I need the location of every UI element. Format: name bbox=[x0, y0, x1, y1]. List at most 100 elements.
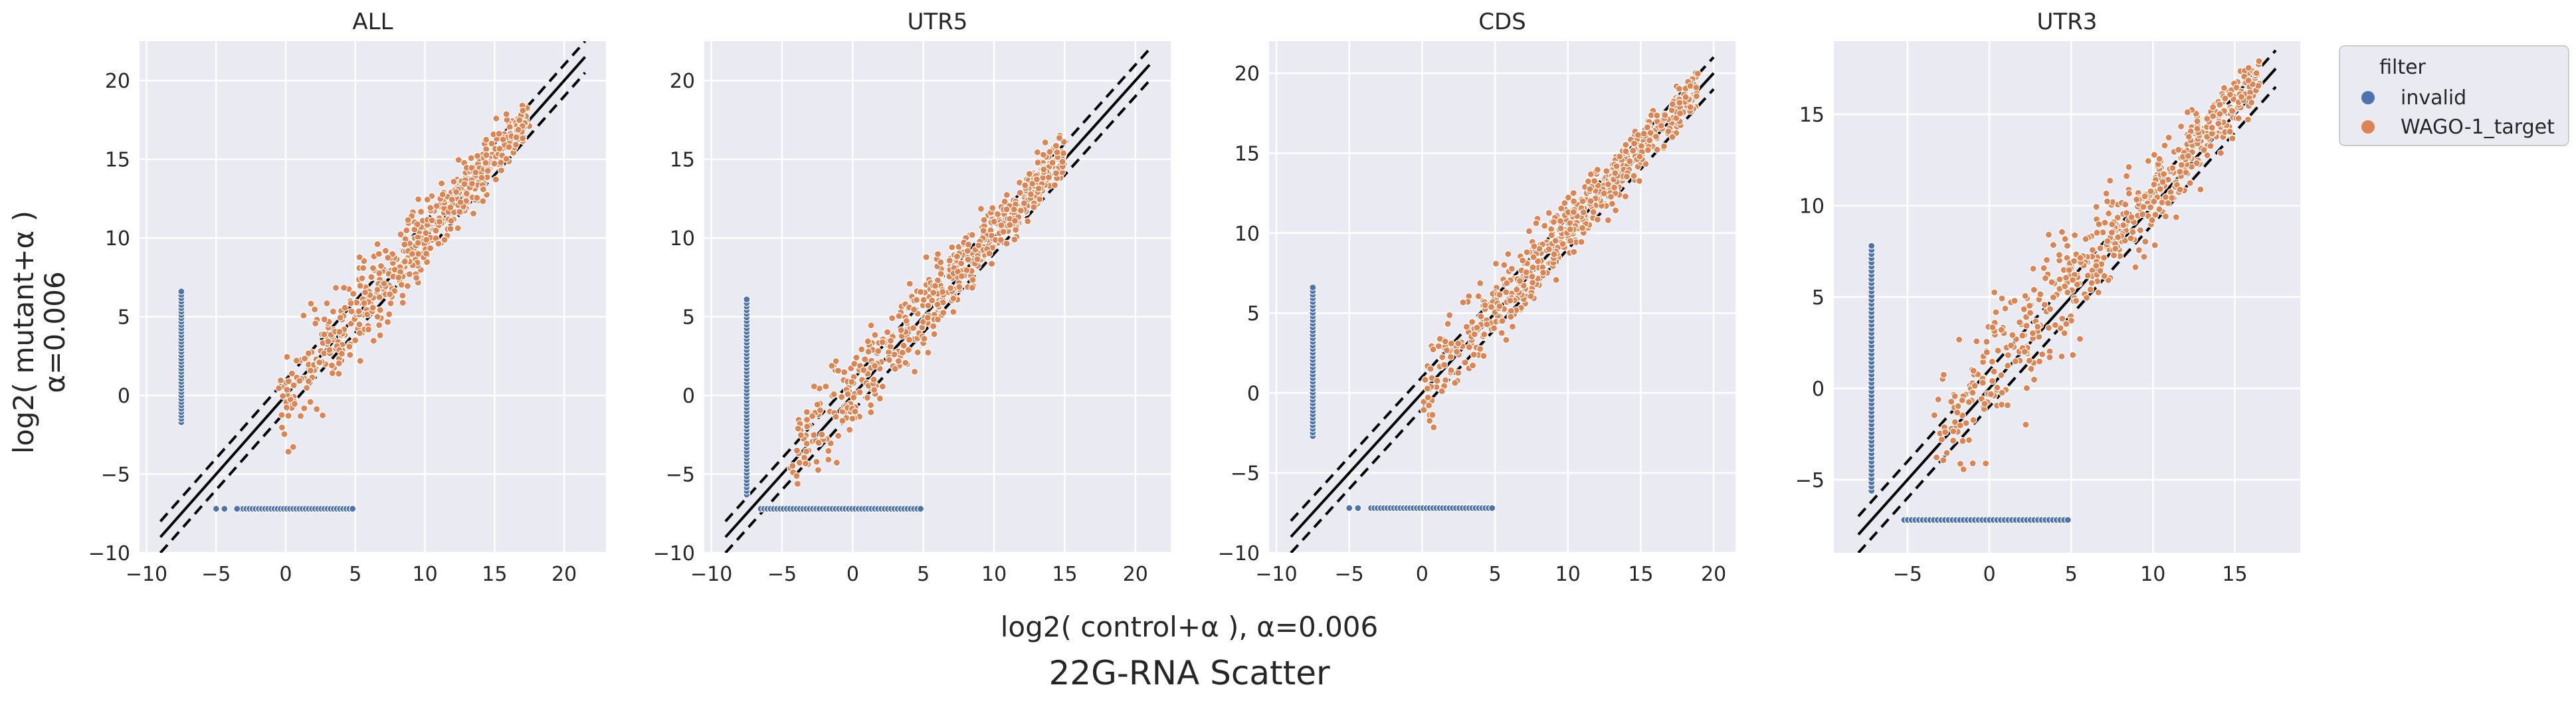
data-point bbox=[462, 189, 470, 197]
data-point bbox=[832, 413, 840, 421]
data-point bbox=[288, 369, 296, 377]
data-point bbox=[1959, 465, 1967, 474]
data-point bbox=[408, 250, 417, 258]
x-tick-label: 10 bbox=[2140, 563, 2165, 586]
data-point bbox=[948, 243, 956, 251]
data-point bbox=[1058, 157, 1066, 166]
data-point bbox=[1612, 207, 1620, 215]
data-point bbox=[1997, 326, 2005, 334]
data-point bbox=[1498, 329, 1506, 337]
data-point bbox=[1550, 250, 1558, 258]
data-point bbox=[423, 195, 431, 203]
data-point bbox=[447, 217, 455, 225]
data-point bbox=[1523, 249, 1531, 256]
data-point bbox=[1462, 323, 1470, 331]
data-point bbox=[359, 264, 367, 272]
plot-area bbox=[159, 41, 587, 553]
data-point bbox=[1433, 377, 1441, 385]
data-point bbox=[347, 299, 355, 307]
data-point bbox=[456, 208, 464, 216]
subplot-utr5: −10 −5 0 5 10 15 20 −10 −5 0 5 10 15 20 UTR5 bbox=[653, 9, 1171, 586]
data-point bbox=[381, 247, 390, 255]
data-point bbox=[1454, 369, 1462, 377]
data-point bbox=[1345, 504, 1353, 512]
data-point bbox=[454, 156, 462, 164]
data-point bbox=[988, 204, 997, 212]
data-point bbox=[2156, 185, 2164, 193]
data-point bbox=[860, 366, 868, 374]
data-point bbox=[519, 134, 527, 142]
data-point bbox=[963, 247, 972, 255]
data-point bbox=[909, 324, 918, 332]
subplot-title: UTR3 bbox=[2037, 9, 2098, 35]
data-point bbox=[949, 308, 957, 316]
data-point bbox=[387, 299, 395, 308]
y-tick-label: 0 bbox=[682, 385, 695, 408]
data-point bbox=[355, 253, 363, 261]
data-point bbox=[1309, 284, 1317, 292]
data-point bbox=[968, 284, 976, 292]
data-point bbox=[376, 306, 384, 314]
data-point bbox=[2148, 216, 2156, 224]
data-point bbox=[2007, 342, 2015, 350]
x-tick-label: 20 bbox=[1701, 563, 1726, 586]
data-point bbox=[336, 328, 344, 336]
data-point bbox=[997, 221, 1005, 229]
data-point bbox=[324, 338, 332, 346]
data-point bbox=[320, 330, 328, 338]
data-point bbox=[878, 338, 886, 346]
plot-area bbox=[1290, 56, 1715, 553]
data-point bbox=[1969, 389, 1977, 397]
data-point bbox=[979, 227, 987, 235]
x-tick-label: 5 bbox=[1488, 563, 1501, 586]
x-tick-label: 5 bbox=[349, 563, 361, 586]
data-point bbox=[303, 384, 311, 392]
data-point bbox=[283, 353, 291, 361]
data-point bbox=[870, 362, 879, 370]
y-tick-label: −10 bbox=[653, 542, 695, 565]
data-point bbox=[1603, 167, 1611, 175]
data-point bbox=[328, 369, 336, 377]
data-point bbox=[2127, 235, 2135, 243]
data-point bbox=[1941, 428, 1949, 437]
figure-ylabel-line2: α=0.006 bbox=[39, 271, 71, 393]
data-point bbox=[886, 337, 895, 345]
data-point bbox=[1001, 197, 1009, 205]
data-point bbox=[312, 320, 320, 328]
data-point bbox=[423, 236, 431, 244]
data-point bbox=[2070, 257, 2078, 265]
data-point bbox=[1982, 459, 1990, 468]
data-point bbox=[808, 412, 817, 420]
data-point bbox=[1016, 189, 1024, 197]
data-point bbox=[2128, 213, 2135, 221]
data-point bbox=[1481, 301, 1489, 309]
data-point bbox=[1502, 288, 1510, 296]
data-point bbox=[891, 365, 899, 373]
data-point bbox=[2021, 292, 2029, 300]
data-point bbox=[2105, 209, 2113, 217]
data-point bbox=[1992, 308, 2000, 316]
data-point bbox=[2101, 219, 2109, 227]
data-point bbox=[2203, 115, 2211, 123]
data-point bbox=[1930, 411, 1938, 419]
data-point bbox=[2004, 361, 2012, 369]
data-point bbox=[2186, 179, 2194, 187]
data-point bbox=[1939, 456, 1947, 464]
data-point bbox=[479, 197, 487, 205]
data-point bbox=[341, 304, 349, 312]
data-point bbox=[1953, 409, 1961, 417]
data-point bbox=[2155, 155, 2163, 163]
data-point bbox=[1528, 272, 1536, 280]
data-point bbox=[351, 336, 359, 344]
series-wago-1-target bbox=[786, 132, 1068, 488]
x-tick-label: 0 bbox=[279, 563, 292, 586]
data-point bbox=[1971, 381, 1979, 390]
data-point bbox=[278, 423, 286, 432]
data-point bbox=[2106, 177, 2114, 185]
data-point bbox=[1498, 317, 1506, 325]
data-point bbox=[2030, 375, 2038, 383]
data-point bbox=[1675, 84, 1683, 93]
data-point bbox=[813, 458, 821, 466]
data-point bbox=[1507, 313, 1515, 321]
data-point bbox=[924, 314, 932, 322]
